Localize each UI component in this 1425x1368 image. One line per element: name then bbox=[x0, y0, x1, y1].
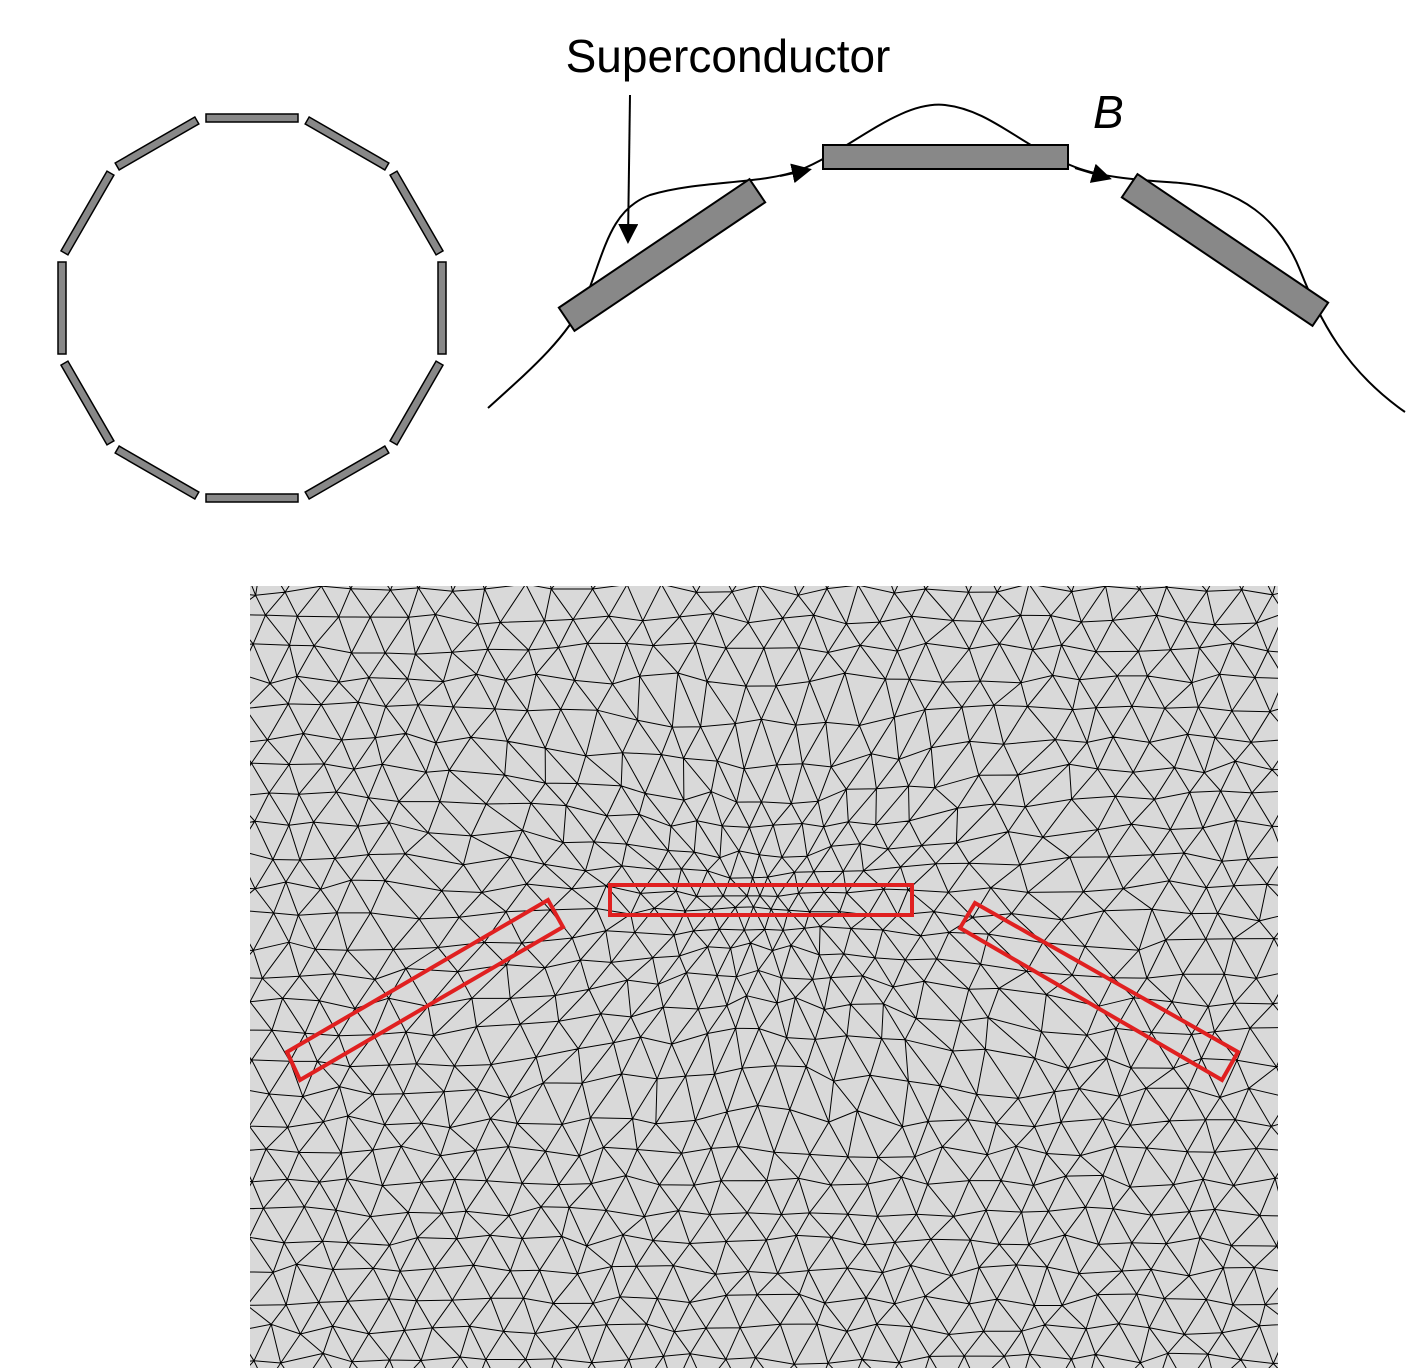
diagram: Superconductor B bbox=[0, 0, 1425, 1368]
ring-segment bbox=[115, 117, 199, 170]
superconductor-label: Superconductor bbox=[566, 30, 891, 82]
ring-segment bbox=[438, 262, 446, 354]
ring-of-segments bbox=[58, 114, 446, 502]
ring-segment bbox=[305, 117, 389, 170]
field-arrow bbox=[780, 170, 808, 176]
ring-segment bbox=[58, 262, 66, 354]
ring-segment bbox=[61, 361, 114, 445]
ring-segment bbox=[206, 114, 298, 122]
superconductor-bar bbox=[559, 179, 765, 331]
superconductor-bar bbox=[823, 145, 1068, 169]
ring-segment bbox=[390, 361, 443, 445]
ring-segment bbox=[305, 446, 389, 499]
ring-segment bbox=[390, 171, 443, 255]
ring-segment bbox=[115, 446, 199, 499]
ring-segment bbox=[206, 494, 298, 502]
field-arrow bbox=[1075, 168, 1108, 178]
label-pointer bbox=[628, 95, 630, 240]
mesh-background bbox=[250, 586, 1278, 1368]
superconductor-bar bbox=[1122, 174, 1328, 326]
ring-segment bbox=[61, 171, 114, 255]
field-label: B bbox=[1093, 86, 1124, 138]
